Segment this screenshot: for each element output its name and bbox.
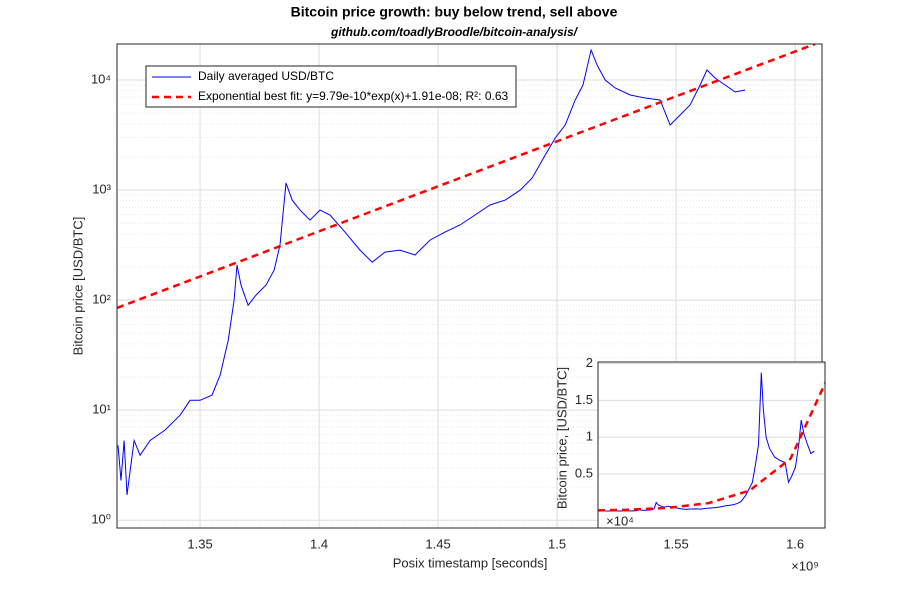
inset-y-tick-label: 0.5 [575,466,593,481]
inset-y-tick-label: 2 [586,355,593,370]
data-line [117,48,746,495]
legend-label: Exponential best fit: y=9.79e-10*exp(x)+… [198,89,509,103]
inset-y-axis-label: Bitcoin price, [USD/BTC] [554,367,569,509]
inset-y-tick-label: 1.5 [575,392,593,407]
legend-label: Daily averaged USD/BTC [198,69,334,83]
inset-y-tick-label: 1 [586,429,593,444]
y-tick-label: 10³ [92,181,111,196]
y-axis-label: Bitcoin price [USD/BTC] [70,217,85,356]
x-tick-label: 1.35 [187,536,212,551]
axes-box [116,43,823,529]
x-tick-label: 1.5 [548,536,566,551]
x-axis-label: Posix timestamp [seconds] [393,555,548,570]
inset-box [597,361,826,529]
legend-box [145,65,517,108]
inset-area [598,362,825,528]
data-line [598,380,825,512]
inset-y-multiplier: ×10⁴ [606,513,634,528]
chart-subtitle: github.com/toadlyBroodle/bitcoin-analysi… [330,25,579,39]
x-tick-label: 1.55 [663,536,688,551]
x-tick-label: 1.4 [310,536,328,551]
chart-title: Bitcoin price growth: buy below trend, s… [291,4,618,20]
y-tick-label: 10² [92,292,111,307]
x-multiplier: ×10⁹ [791,558,819,573]
y-tick-label: 10¹ [92,402,111,417]
y-tick-label: 10⁰ [91,512,111,527]
x-tick-label: 1.45 [425,536,450,551]
x-tick-label: 1.6 [786,536,804,551]
y-tick-label: 10⁴ [91,71,111,86]
data-line [117,44,816,310]
